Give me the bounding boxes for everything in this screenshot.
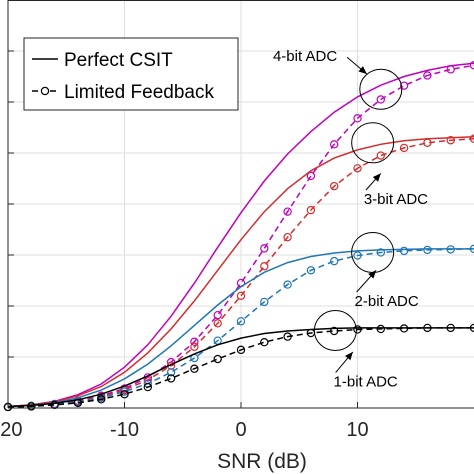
data-point-4-bit-limited-feedback — [213, 310, 222, 320]
data-point-1-bit-limited-feedback — [120, 390, 129, 399]
data-point-4-bit-limited-feedback — [353, 114, 362, 123]
data-point-3-bit-limited-feedback — [330, 181, 339, 191]
series-line-1-bit-perfect-csit — [7, 327, 474, 408]
series-line-1-bit-limited-feedback — [7, 327, 474, 408]
data-point-4-bit-limited-feedback — [190, 337, 199, 346]
data-point-3-bit-limited-feedback — [190, 342, 199, 351]
annotation-label: 2-bit ADC — [355, 293, 419, 310]
legend-marker — [40, 86, 50, 96]
series-line-4-bit-perfect-csit — [7, 62, 474, 408]
data-point-1-bit-limited-feedback — [213, 354, 222, 364]
annotation-arrowhead — [345, 351, 353, 361]
annotation-arrowhead — [368, 270, 377, 279]
data-point-4-bit-limited-feedback — [283, 207, 292, 216]
data-point-2-bit-limited-feedback — [446, 245, 455, 254]
legend: Perfect CSIT Limited Feedback — [23, 37, 239, 111]
data-point-1-bit-limited-feedback — [96, 395, 106, 404]
data-point-3-bit-limited-feedback — [306, 205, 316, 215]
axes: -20 -10 0 10 — [0, 0, 474, 441]
data-point-4-bit-limited-feedback — [306, 171, 316, 181]
data-point-2-bit-limited-feedback — [236, 317, 246, 326]
annotation-ellipse — [359, 68, 403, 110]
data-point-4-bit-limited-feedback — [446, 65, 455, 74]
data-point-4-bit-limited-feedback — [376, 95, 385, 104]
data-point-1-bit-limited-feedback — [166, 374, 176, 383]
data-point-4-bit-limited-feedback — [330, 140, 339, 149]
annotation-label: 1-bit ADC — [334, 374, 398, 391]
data-point-1-bit-limited-feedback — [260, 338, 269, 347]
data-point-4-bit-limited-feedback — [423, 71, 432, 80]
data-point-1-bit-limited-feedback — [236, 345, 246, 355]
data-point-3-bit-limited-feedback — [236, 291, 246, 300]
data-point-2-bit-limited-feedback — [376, 248, 385, 257]
x-tick-label: -10 — [110, 419, 139, 441]
data-point-3-bit-limited-feedback — [283, 232, 292, 242]
x-axis-label: SNR (dB) — [217, 450, 307, 473]
data-point-1-bit-limited-feedback — [283, 332, 292, 341]
data-point-2-bit-limited-feedback — [120, 387, 129, 396]
data-point-2-bit-limited-feedback — [330, 256, 339, 266]
series-line-2-bit-perfect-csit — [7, 248, 474, 408]
data-point-2-bit-limited-feedback — [306, 266, 316, 275]
data-point-1-bit-limited-feedback — [73, 398, 83, 408]
series-line-3-bit-perfect-csit — [7, 135, 474, 408]
data-point-1-bit-limited-feedback — [353, 325, 362, 334]
data-point-3-bit-limited-feedback — [353, 164, 362, 173]
data-point-4-bit-limited-feedback — [260, 244, 269, 253]
annotations: 4-bit ADC 3-bit ADC 2-bit ADC 1-bit ADC — [273, 48, 428, 390]
data-point-1-bit-limited-feedback — [423, 323, 432, 333]
series-group — [3, 61, 474, 412]
data-point-3-bit-limited-feedback — [213, 319, 222, 328]
x-tick-label: 0 — [235, 419, 246, 441]
data-point-2-bit-limited-feedback — [166, 368, 176, 377]
x-tick-label: -20 — [0, 419, 22, 441]
data-point-3-bit-limited-feedback — [446, 136, 455, 145]
data-point-3-bit-limited-feedback — [376, 151, 385, 160]
annotation-ellipse — [351, 122, 395, 164]
data-point-1-bit-limited-feedback — [143, 382, 152, 392]
data-point-1-bit-limited-feedback — [399, 324, 409, 333]
series-line-2-bit-limited-feedback — [7, 248, 474, 408]
data-point-3-bit-limited-feedback — [423, 138, 432, 147]
annotation-arrowhead — [358, 66, 367, 74]
data-point-1-bit-limited-feedback — [190, 364, 199, 373]
data-point-1-bit-limited-feedback — [446, 323, 455, 333]
data-point-4-bit-limited-feedback — [399, 81, 409, 90]
series-line-3-bit-limited-feedback — [7, 137, 474, 408]
data-point-2-bit-limited-feedback — [260, 297, 269, 307]
annotation-label: 3-bit ADC — [364, 191, 428, 208]
data-point-2-bit-limited-feedback — [399, 246, 409, 256]
legend-box — [23, 37, 239, 111]
data-point-1-bit-limited-feedback — [376, 324, 385, 334]
data-point-1-bit-limited-feedback — [50, 400, 59, 410]
legend-label: Perfect CSIT — [64, 50, 173, 71]
data-point-2-bit-limited-feedback — [283, 280, 292, 289]
annotation-label: 4-bit ADC — [273, 48, 337, 65]
annotation-arrowhead — [372, 173, 381, 182]
data-point-2-bit-limited-feedback — [353, 251, 362, 260]
data-point-3-bit-limited-feedback — [399, 143, 409, 153]
x-tick-label: 10 — [346, 419, 368, 441]
data-point-1-bit-limited-feedback — [330, 326, 339, 336]
data-point-3-bit-limited-feedback — [260, 262, 269, 271]
data-point-2-bit-limited-feedback — [423, 245, 432, 255]
annotation-ellipse — [313, 309, 357, 351]
data-point-1-bit-limited-feedback — [27, 402, 36, 411]
legend-label: Limited Feedback — [64, 82, 214, 103]
